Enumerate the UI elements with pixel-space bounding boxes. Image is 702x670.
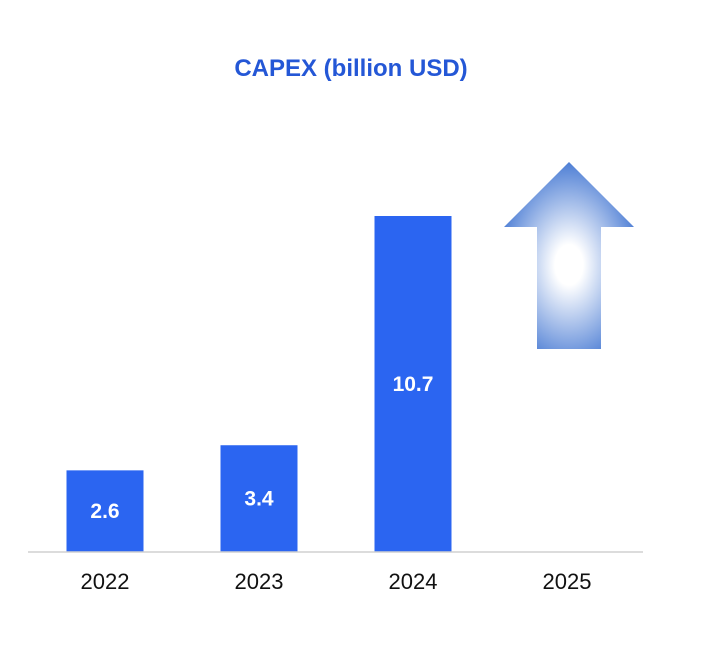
x-tick-2023: 2023 <box>235 569 284 594</box>
x-tick-labels: 2022 2023 2024 2025 <box>81 569 592 594</box>
x-tick-2024: 2024 <box>389 569 438 594</box>
bar-2023 <box>220 445 298 552</box>
bar-2022 <box>66 470 144 552</box>
data-label-2024: 10.7 <box>393 373 434 396</box>
chart-title: CAPEX (billion USD) <box>234 55 468 82</box>
x-tick-2025: 2025 <box>543 569 592 594</box>
x-tick-2022: 2022 <box>81 569 130 594</box>
data-label-2023: 3.4 <box>244 488 274 511</box>
data-label-2022: 2.6 <box>90 500 119 523</box>
bar-2024 <box>374 216 452 552</box>
bars-group: 2.6 3.4 10.7 <box>66 216 452 552</box>
up-arrow-icon <box>504 162 634 349</box>
